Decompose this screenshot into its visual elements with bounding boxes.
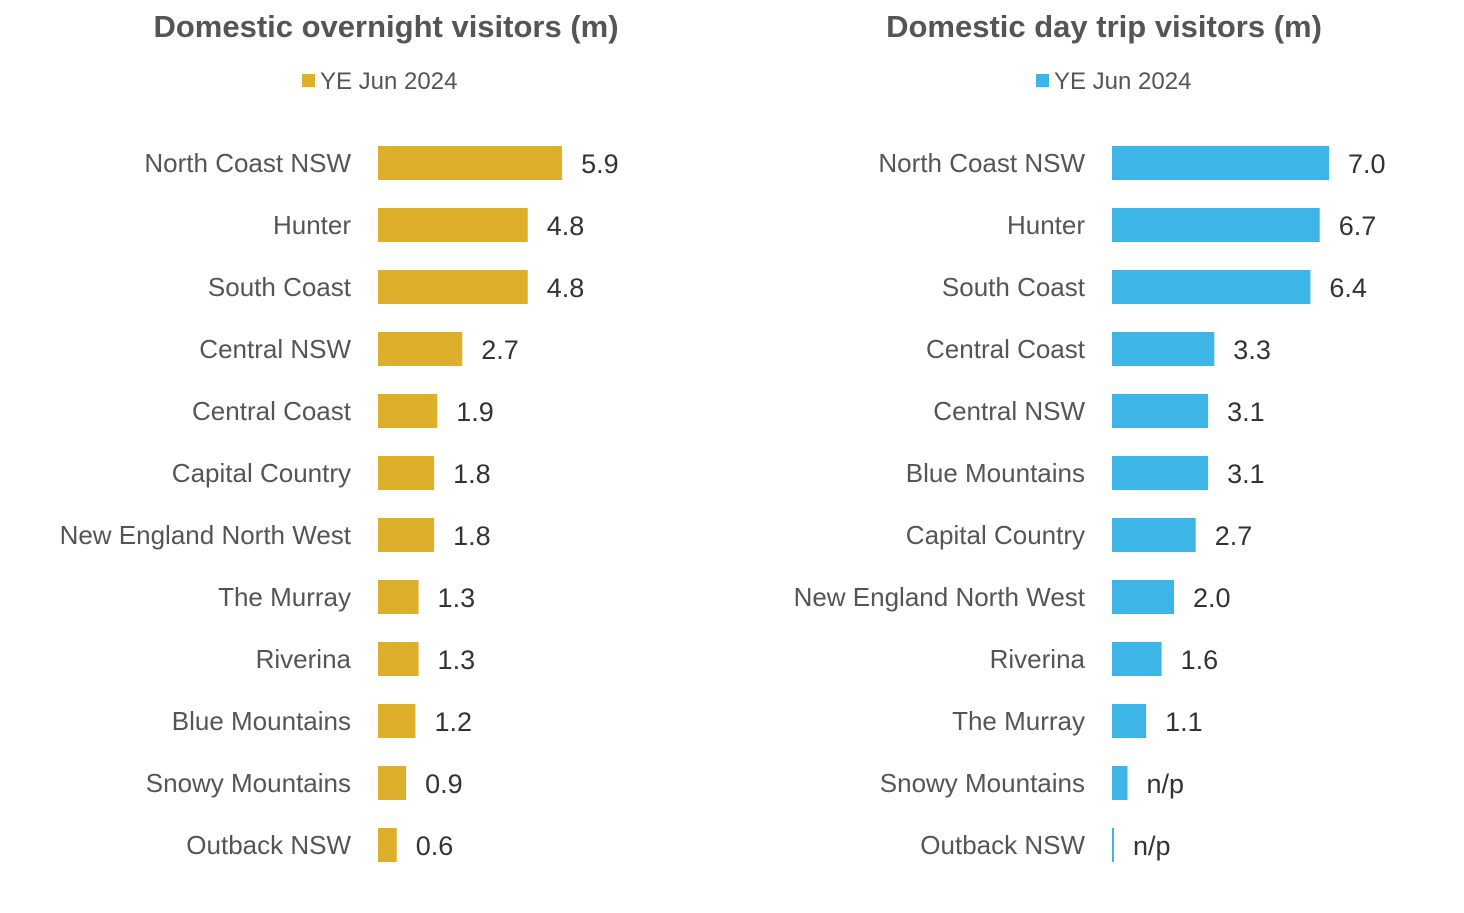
bar [1112, 456, 1209, 490]
bar [378, 642, 419, 676]
chart-title: Domestic day trip visitors (m) [886, 9, 1322, 44]
bar [1112, 704, 1147, 738]
category-label: Blue Mountains [172, 706, 351, 736]
category-label: Central Coast [926, 334, 1086, 364]
category-label: South Coast [942, 272, 1086, 302]
category-label: Snowy Mountains [146, 768, 351, 798]
bar [378, 580, 419, 614]
category-label: Blue Mountains [906, 458, 1085, 488]
bar [378, 766, 407, 800]
bar [1112, 146, 1329, 180]
category-label: New England North West [60, 520, 352, 550]
category-label: Central Coast [192, 396, 352, 426]
category-label: Outback NSW [186, 830, 351, 860]
category-label: The Murray [218, 582, 351, 612]
bar [378, 456, 435, 490]
category-label: Hunter [273, 210, 351, 240]
data-label: 6.4 [1329, 273, 1367, 303]
bar [1112, 580, 1174, 614]
data-label: 2.0 [1193, 583, 1231, 613]
data-label: 4.8 [547, 211, 585, 241]
bar [1112, 270, 1311, 304]
category-label: Riverina [990, 644, 1086, 674]
data-label: 1.1 [1165, 707, 1203, 737]
data-label: 1.8 [453, 459, 491, 489]
data-label: 1.9 [456, 397, 494, 427]
data-label: 5.9 [581, 149, 619, 179]
legend-swatch [1036, 74, 1049, 87]
category-label: Central NSW [933, 396, 1085, 426]
category-label: Outback NSW [920, 830, 1085, 860]
data-label: 1.2 [434, 707, 472, 737]
chart-title: Domestic overnight visitors (m) [153, 9, 618, 44]
bar [378, 146, 563, 180]
category-label: Central NSW [199, 334, 351, 364]
category-label: North Coast NSW [144, 148, 351, 178]
data-label: n/p [1147, 769, 1185, 799]
data-label: 6.7 [1339, 211, 1377, 241]
data-label: 1.6 [1181, 645, 1219, 675]
bar [1112, 332, 1215, 366]
data-label: 1.3 [438, 583, 476, 613]
data-label: 1.3 [438, 645, 476, 675]
legend-label: YE Jun 2024 [1054, 68, 1191, 95]
category-label: The Murray [952, 706, 1085, 736]
legend-swatch [302, 74, 315, 87]
data-label: 3.1 [1227, 459, 1265, 489]
data-label: 0.6 [416, 831, 454, 861]
data-label: 1.8 [453, 521, 491, 551]
data-label: 4.8 [547, 273, 585, 303]
category-label: South Coast [208, 272, 352, 302]
legend-label: YE Jun 2024 [320, 68, 457, 95]
data-label: 3.1 [1227, 397, 1265, 427]
bar [378, 518, 435, 552]
bar [378, 394, 438, 428]
category-label: New England North West [794, 582, 1086, 612]
bar [378, 332, 463, 366]
data-label: 7.0 [1348, 149, 1386, 179]
bar [1112, 394, 1209, 428]
data-label: 2.7 [481, 335, 519, 365]
bar [1112, 766, 1128, 800]
bar [378, 704, 416, 738]
category-label: Capital Country [906, 520, 1085, 550]
category-label: Riverina [256, 644, 352, 674]
data-label: 0.9 [425, 769, 463, 799]
category-label: Snowy Mountains [880, 768, 1085, 798]
bar [1112, 828, 1114, 862]
bar [378, 208, 528, 242]
category-label: Capital Country [172, 458, 351, 488]
bar [1112, 642, 1162, 676]
bar [378, 828, 397, 862]
bar [1112, 208, 1320, 242]
bar [1112, 518, 1196, 552]
data-label: 3.3 [1233, 335, 1271, 365]
bar [378, 270, 528, 304]
category-label: North Coast NSW [878, 148, 1085, 178]
data-label: 2.7 [1215, 521, 1253, 551]
data-label: n/p [1133, 831, 1171, 861]
category-label: Hunter [1007, 210, 1085, 240]
